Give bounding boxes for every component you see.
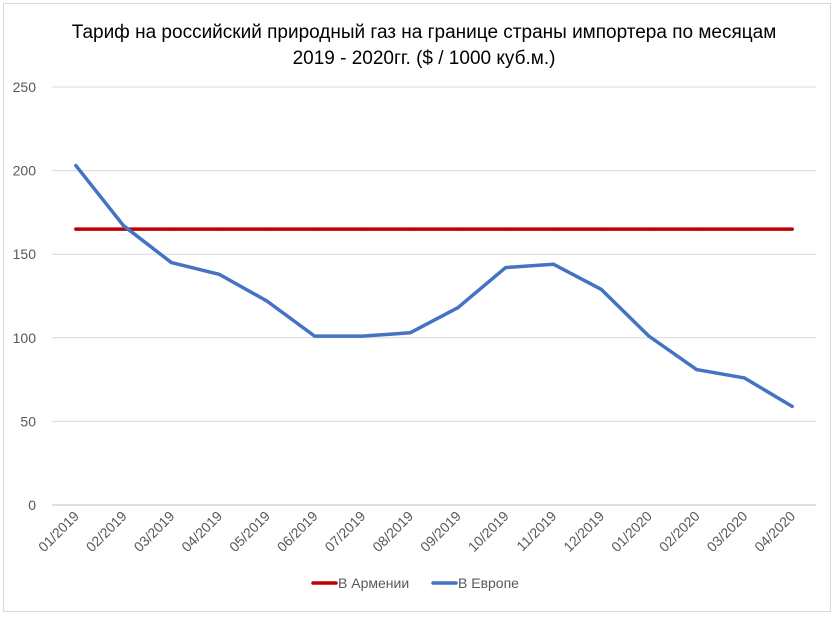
- data-point: [456, 306, 460, 310]
- series-lines: [74, 163, 794, 409]
- gridlines: [52, 86, 816, 506]
- data-point: [74, 227, 78, 231]
- chart-title: Тариф на российский природный газ на гра…: [71, 22, 777, 69]
- data-point: [408, 227, 412, 231]
- data-point: [169, 260, 173, 265]
- data-point: [551, 227, 555, 231]
- x-tick-label: 11/2019: [513, 508, 560, 555]
- legend: В Армении В Европе: [311, 575, 519, 591]
- data-point: [790, 227, 794, 231]
- data-point: [647, 334, 651, 338]
- data-point: [408, 331, 412, 335]
- x-axis: 01/2019 02/2019 03/2019 04/2019 05/2019 06/20…: [35, 508, 798, 555]
- data-point: [504, 265, 508, 270]
- legend-label: В Европе: [458, 575, 519, 591]
- data-point: [742, 227, 746, 231]
- x-tick-label: 04/2020: [751, 508, 798, 555]
- x-tick-label: 09/2019: [417, 508, 464, 555]
- x-tick-label: 03/2020: [703, 508, 750, 555]
- x-tick-label: 03/2019: [130, 508, 177, 555]
- data-point: [122, 224, 126, 228]
- x-tick-label: 02/2019: [83, 508, 130, 555]
- y-axis: 0 50 100 150 200 250: [13, 79, 37, 513]
- data-point: [217, 227, 221, 231]
- x-tick-label: 05/2019: [226, 508, 273, 555]
- data-point: [360, 334, 364, 338]
- data-point: [265, 299, 269, 303]
- x-tick-label: 01/2019: [35, 508, 82, 555]
- data-point: [169, 227, 173, 231]
- data-point: [551, 262, 555, 266]
- data-point: [742, 376, 746, 380]
- x-tick-label: 01/2020: [608, 508, 655, 555]
- y-tick-label: 0: [28, 497, 36, 513]
- y-tick-label: 100: [13, 330, 37, 346]
- data-point: [695, 227, 699, 231]
- y-tick-label: 50: [20, 413, 36, 429]
- data-point: [599, 227, 603, 231]
- y-tick-label: 200: [13, 163, 37, 179]
- x-tick-label: 07/2019: [321, 508, 368, 555]
- x-tick-label: 12/2019: [560, 508, 607, 555]
- data-point: [313, 334, 317, 338]
- data-point: [265, 227, 269, 231]
- data-point: [360, 227, 364, 231]
- data-point: [647, 227, 651, 231]
- y-tick-label: 250: [13, 79, 37, 95]
- chart-frame: Тариф на российский природный газ на гра…: [3, 3, 831, 612]
- data-point: [217, 272, 221, 276]
- data-point: [456, 227, 460, 231]
- data-point: [790, 404, 794, 408]
- x-tick-label: 04/2019: [178, 508, 225, 555]
- data-point: [599, 287, 603, 291]
- x-tick-label: 08/2019: [369, 508, 416, 555]
- data-point: [504, 227, 508, 231]
- data-point: [74, 163, 78, 168]
- y-tick-label: 150: [13, 246, 37, 262]
- data-point: [313, 227, 317, 231]
- x-tick-label: 06/2019: [274, 508, 321, 555]
- data-point: [695, 367, 699, 372]
- x-tick-label: 02/2020: [656, 508, 703, 555]
- series-line-2: [74, 163, 794, 409]
- x-tick-label: 10/2019: [465, 508, 512, 555]
- legend-label: В Армении: [338, 575, 409, 591]
